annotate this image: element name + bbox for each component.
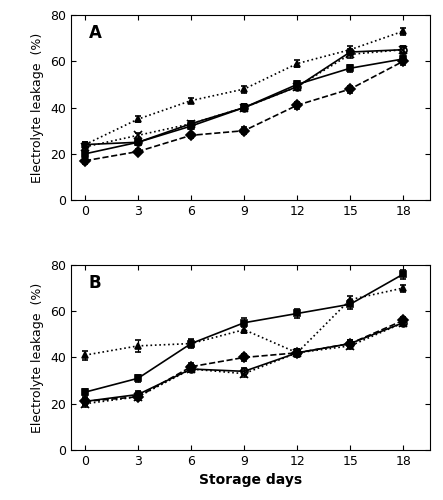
Text: A: A (89, 24, 102, 42)
Y-axis label: Electrolyte leakage  (%): Electrolyte leakage (%) (31, 32, 44, 182)
Y-axis label: Electrolyte leakage  (%): Electrolyte leakage (%) (31, 282, 44, 432)
Text: B: B (89, 274, 101, 292)
X-axis label: Storage days: Storage days (199, 474, 302, 488)
